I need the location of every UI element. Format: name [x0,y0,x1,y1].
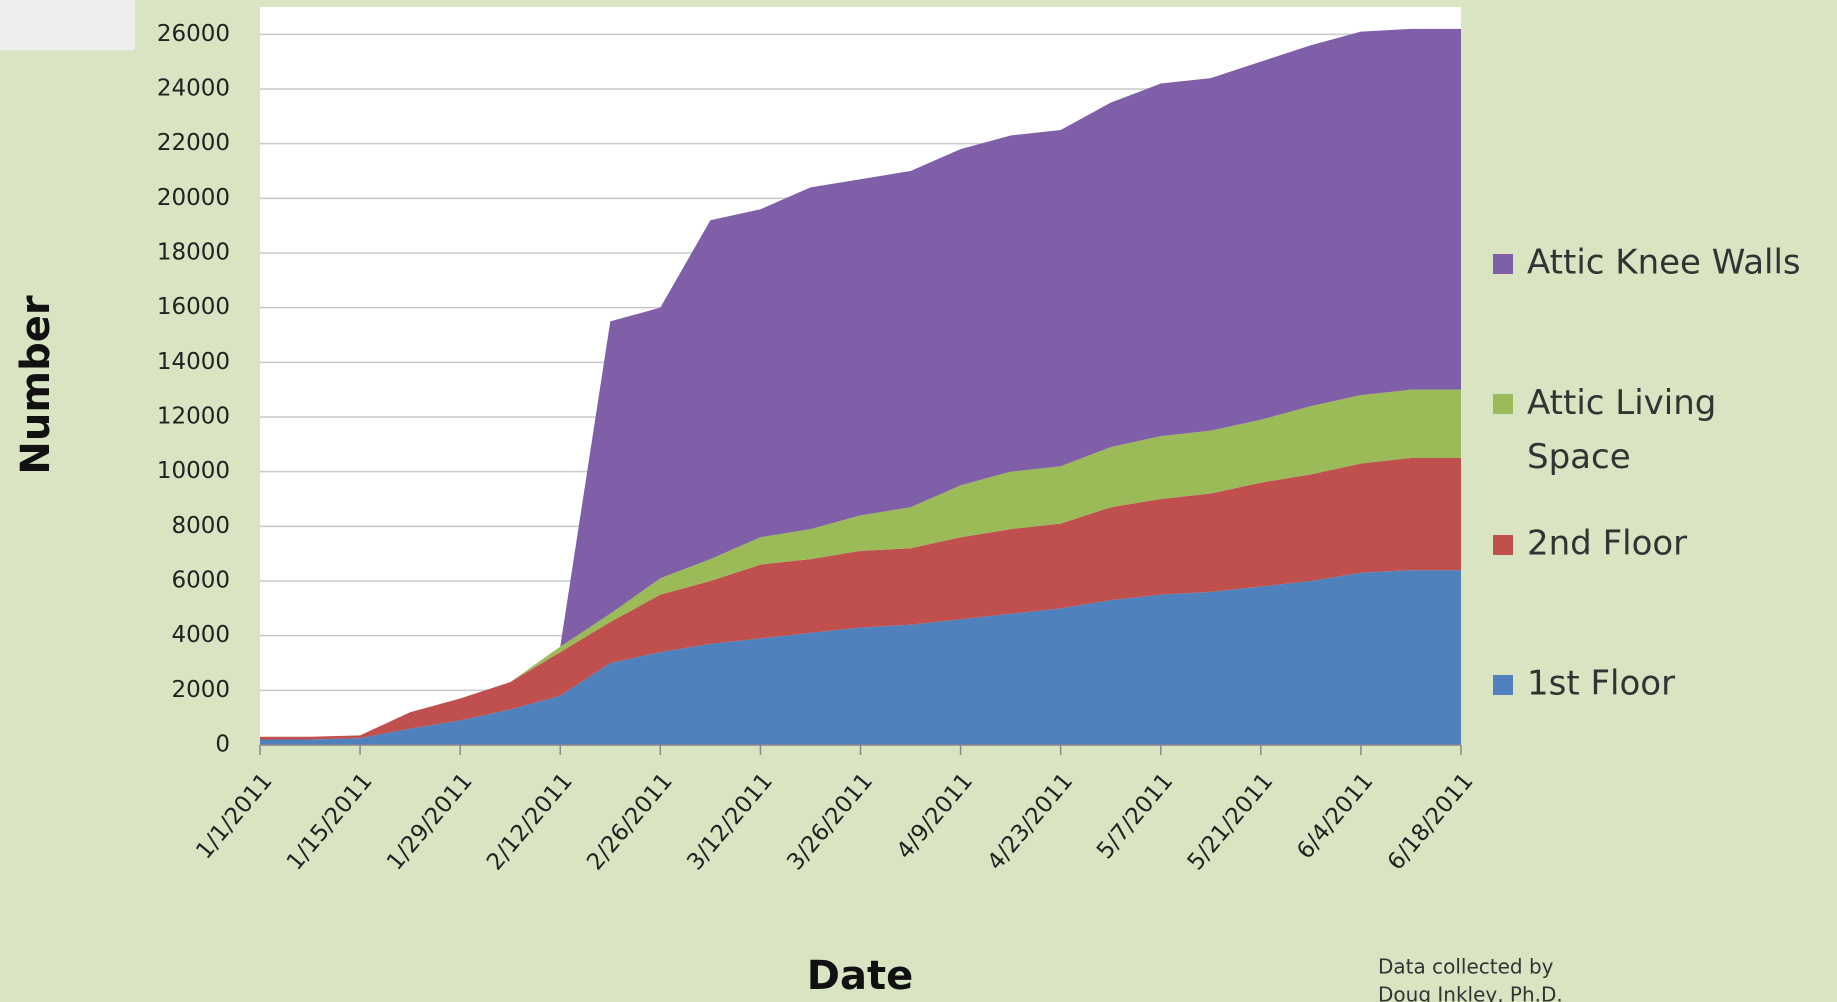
legend-label: 2nd Floor [1527,524,1687,564]
y-axis-title: Number [13,295,59,474]
legend-label-line: Attic Living [1527,383,1716,423]
y-tick-label: 6000 [171,568,230,594]
y-tick-label: 8000 [171,513,230,539]
y-tick-label: 0 [215,732,230,758]
legend-label: 1st Floor [1527,664,1675,704]
y-tick-label: 20000 [157,185,230,211]
y-tick-label: 12000 [157,404,230,430]
y-tick-label: 24000 [157,76,230,102]
y-tick-label: 26000 [157,21,230,47]
photo-fragment [0,0,135,50]
legend-label-line: Space [1527,437,1631,477]
y-tick-label: 4000 [171,622,230,648]
legend-swatch [1493,254,1513,274]
y-tick-label: 16000 [157,294,230,320]
legend-swatch [1493,675,1513,695]
legend-label: Attic Living Space [1527,383,1716,477]
area [260,570,1461,745]
area [260,458,1461,740]
legend-swatch [1493,535,1513,555]
area [260,28,1461,737]
legend-swatch [1493,394,1513,414]
y-tick-label: 2000 [171,677,230,703]
y-tick-label: 10000 [157,458,230,484]
legend-label: Attic Knee Walls [1527,243,1801,283]
y-tick-label: 18000 [157,240,230,266]
note: Doug Inkley, Ph.D. [1378,983,1563,1002]
y-tick-label: 14000 [157,349,230,375]
area [260,389,1461,737]
x-axis-title: Date [807,953,913,999]
note: Data collected by [1378,955,1554,979]
y-tick-label: 22000 [157,130,230,156]
